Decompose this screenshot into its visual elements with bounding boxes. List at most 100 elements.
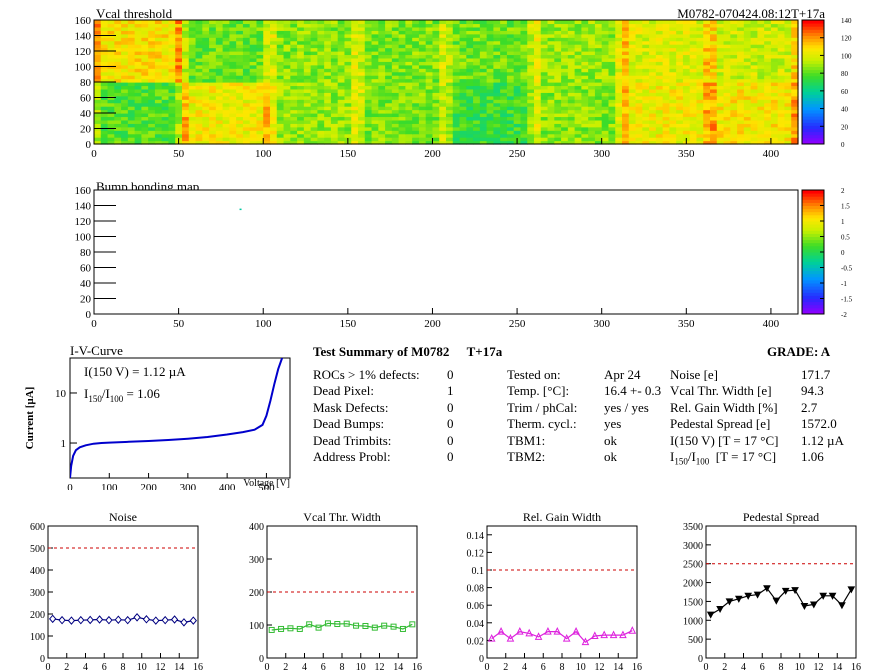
heatmap-cell bbox=[506, 75, 515, 80]
heatmap-cell bbox=[622, 30, 630, 35]
heatmap-cell bbox=[148, 123, 156, 128]
heatmap-cell bbox=[561, 119, 569, 124]
heatmap-cell bbox=[561, 75, 569, 80]
heatmap-cell bbox=[777, 116, 786, 121]
heatmap-cell bbox=[270, 20, 278, 25]
heatmap-cell bbox=[588, 40, 596, 45]
heatmap-cell bbox=[452, 78, 461, 83]
heatmap-cell bbox=[703, 30, 711, 35]
heatmap-cell bbox=[283, 61, 291, 66]
heatmap-cell bbox=[398, 68, 406, 73]
heatmap-cell bbox=[270, 47, 278, 52]
heatmap-cell bbox=[473, 54, 481, 59]
heatmap-cell bbox=[737, 40, 745, 45]
heatmap-cell bbox=[473, 137, 481, 142]
x-tick-label: 6 bbox=[321, 662, 326, 672]
heatmap-cell bbox=[297, 23, 305, 28]
heatmap-cell bbox=[168, 123, 176, 128]
heatmap-cell bbox=[385, 33, 393, 38]
heatmap-cell bbox=[324, 106, 332, 111]
heatmap-cell bbox=[418, 71, 427, 76]
heatmap-cell bbox=[777, 40, 786, 45]
heatmap-cell bbox=[669, 88, 677, 93]
heatmap-cell bbox=[676, 26, 684, 31]
x-tick-label: 4 bbox=[83, 662, 88, 672]
heatmap-cell bbox=[432, 140, 440, 145]
heatmap-cell bbox=[716, 71, 725, 76]
heatmap-cell bbox=[127, 126, 136, 131]
scale-tick-label: 0 bbox=[841, 141, 845, 149]
heatmap-cell bbox=[635, 123, 643, 128]
heatmap-cell bbox=[554, 102, 562, 107]
performance-value: 1572.0 bbox=[801, 416, 837, 432]
heatmap-cell bbox=[175, 68, 183, 73]
heatmap-cell bbox=[757, 37, 765, 42]
heatmap-cell bbox=[757, 57, 765, 62]
heatmap-cell bbox=[391, 95, 400, 100]
heatmap-cell bbox=[405, 99, 413, 104]
heatmap-cell bbox=[628, 88, 637, 93]
x-tick-label: 350 bbox=[678, 318, 695, 330]
heatmap-cell bbox=[730, 71, 738, 76]
heatmap-cell bbox=[439, 109, 447, 114]
heatmap-cell bbox=[540, 119, 549, 124]
heatmap-cell bbox=[405, 54, 413, 59]
heatmap-cell bbox=[493, 68, 501, 73]
heatmap-cell bbox=[669, 20, 677, 25]
heatmap-cell bbox=[385, 30, 393, 35]
heatmap-cell bbox=[662, 26, 670, 31]
heatmap-cell bbox=[303, 113, 312, 118]
heatmap-cell bbox=[256, 78, 264, 83]
gain-width-point bbox=[516, 626, 524, 635]
heatmap-cell bbox=[635, 88, 643, 93]
vcal-width-point bbox=[306, 621, 313, 628]
heatmap-cell bbox=[364, 64, 373, 69]
heatmap-cell bbox=[784, 85, 792, 90]
heatmap-cell bbox=[276, 37, 285, 42]
iv-y-tick-label: 10 bbox=[55, 388, 67, 400]
heatmap-cell bbox=[655, 106, 664, 111]
heatmap-cell bbox=[743, 106, 752, 111]
heatmap-cell bbox=[764, 20, 772, 25]
heatmap-cell bbox=[432, 26, 440, 31]
heatmap-cell bbox=[737, 133, 745, 138]
heatmap-cell bbox=[770, 126, 779, 131]
heatmap-cell bbox=[154, 47, 163, 52]
heatmap-cell bbox=[283, 82, 291, 87]
heatmap-cell bbox=[628, 95, 637, 100]
heatmap-cell bbox=[703, 99, 711, 104]
heatmap-cell bbox=[276, 106, 285, 111]
heatmap-cell bbox=[777, 57, 786, 62]
heatmap-cell bbox=[615, 23, 623, 28]
heatmap-cell bbox=[242, 37, 251, 42]
heatmap-cell bbox=[249, 133, 258, 138]
heatmap-cell bbox=[182, 26, 190, 31]
heatmap-cell bbox=[506, 78, 515, 83]
heatmap-cell bbox=[520, 44, 528, 49]
heatmap-cell bbox=[195, 61, 203, 66]
iv-plot-frame bbox=[69, 357, 291, 479]
heatmap-cell bbox=[425, 106, 434, 111]
heatmap-cell bbox=[452, 82, 461, 87]
heatmap-cell bbox=[195, 33, 203, 38]
heatmap-cell bbox=[310, 64, 318, 69]
heatmap-cell bbox=[134, 85, 142, 90]
heatmap-cell bbox=[317, 37, 325, 42]
heatmap-cell bbox=[615, 44, 623, 49]
heatmap-cell bbox=[141, 126, 149, 131]
heatmap-cell bbox=[391, 37, 400, 42]
scale-band bbox=[802, 134, 824, 139]
heatmap-cell bbox=[398, 140, 406, 145]
heatmap-cell bbox=[764, 33, 772, 38]
heatmap-cell bbox=[188, 37, 197, 42]
heatmap-cell bbox=[642, 26, 650, 31]
heatmap-cell bbox=[608, 26, 616, 31]
x-tick-label: 10 bbox=[356, 662, 366, 672]
heatmap-cell bbox=[696, 102, 704, 107]
heatmap-cell bbox=[635, 106, 643, 111]
heatmap-cell bbox=[710, 123, 718, 128]
heatmap-cell bbox=[757, 137, 765, 142]
heatmap-cell bbox=[791, 47, 799, 52]
heatmap-cell bbox=[479, 130, 488, 135]
